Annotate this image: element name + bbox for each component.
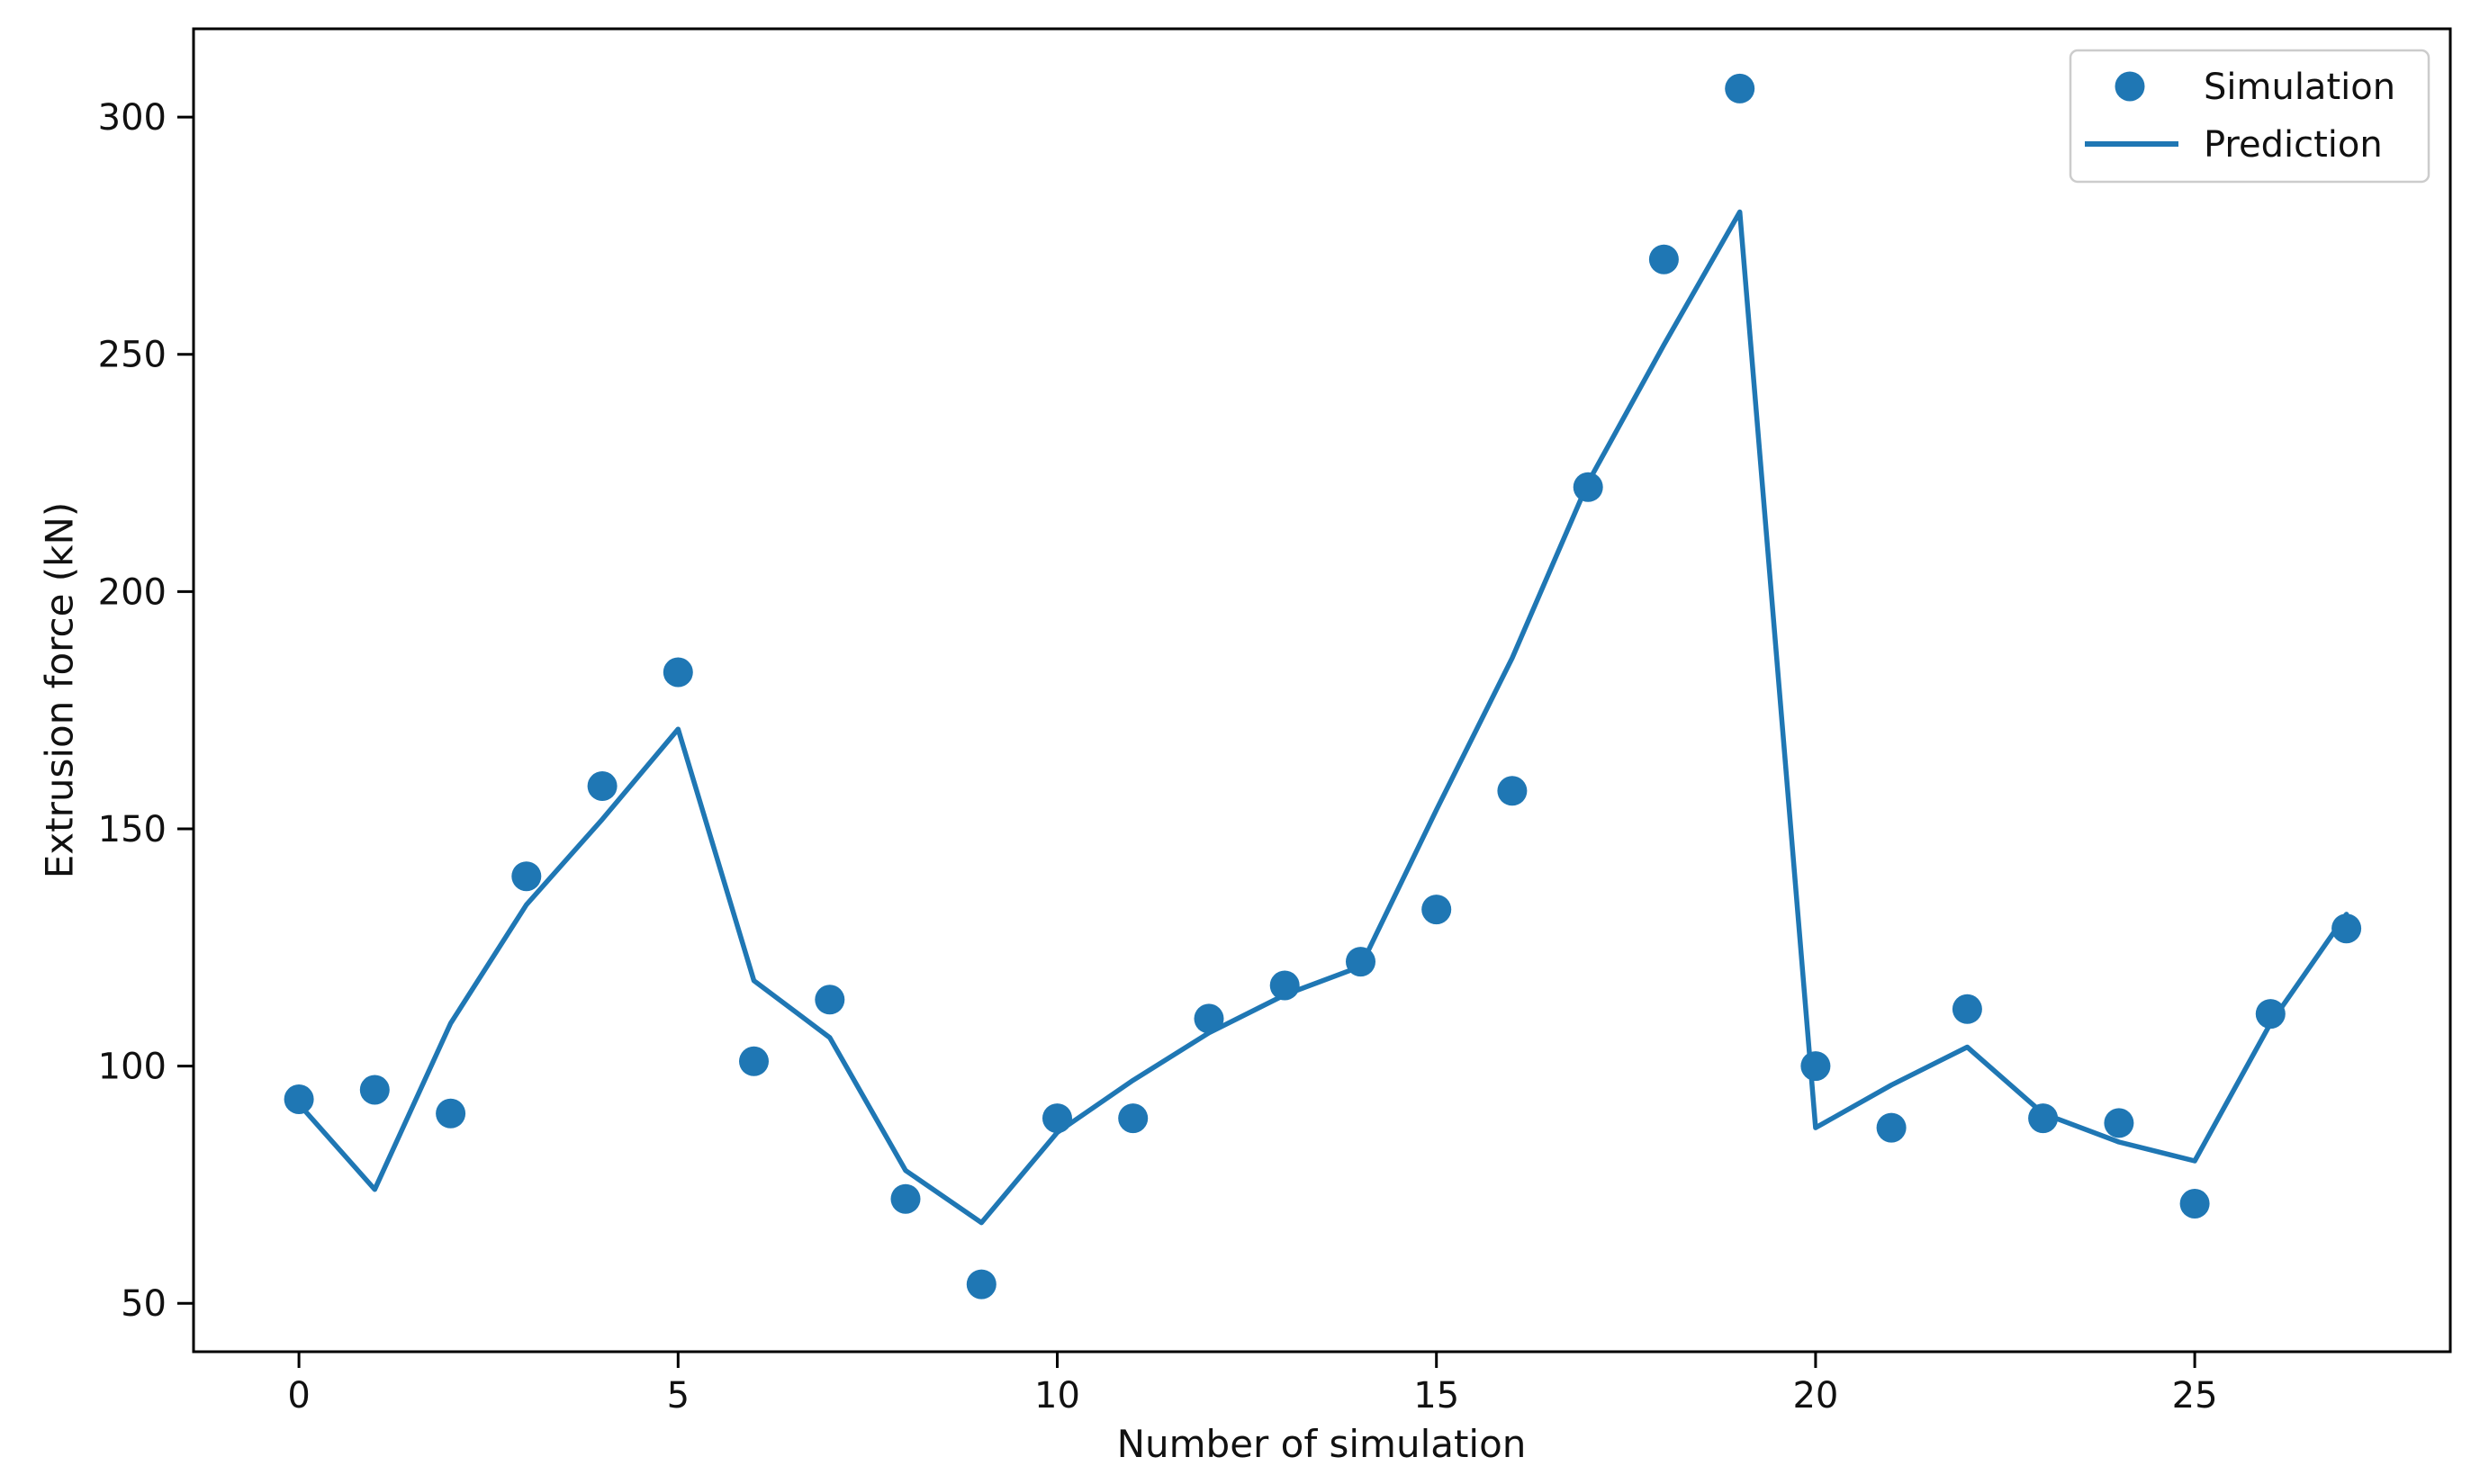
scatter-point xyxy=(2331,913,2362,944)
scatter-point xyxy=(436,1098,466,1129)
scatter-point xyxy=(587,771,618,801)
scatter-point xyxy=(1725,73,1755,103)
x-axis-title: Number of simulation xyxy=(1116,1422,1527,1466)
plot-spines xyxy=(192,27,2452,1354)
legend-dot-marker xyxy=(2115,71,2145,102)
x-tick-label: 20 xyxy=(1792,1375,1838,1417)
legend-box xyxy=(2069,49,2430,184)
scatter-point xyxy=(359,1075,390,1105)
x-tick-label: 25 xyxy=(2172,1375,2218,1417)
scatter-point xyxy=(815,985,845,1015)
y-axis-title: Extrusion force (kN) xyxy=(37,501,82,879)
scatter-point xyxy=(1346,947,1375,977)
scatter-point xyxy=(739,1046,769,1076)
legend-label-prediction: Prediction xyxy=(2204,124,2383,166)
scatter-point xyxy=(2104,1108,2134,1138)
scatter-point xyxy=(1800,1051,1831,1082)
scatter-point xyxy=(890,1183,921,1214)
scatter-point xyxy=(1118,1103,1149,1134)
scatter-point xyxy=(1421,895,1452,925)
y-tick-label: 50 xyxy=(121,1283,167,1325)
scatter-point xyxy=(1194,1003,1224,1034)
x-tick-label: 10 xyxy=(1034,1375,1080,1417)
scatter-point xyxy=(1042,1103,1072,1134)
y-tick-label: 150 xyxy=(98,809,167,850)
scatter-point xyxy=(511,861,542,892)
scatter-point xyxy=(663,657,693,688)
prediction-line xyxy=(296,209,2349,1226)
y-tick-label: 100 xyxy=(98,1047,167,1088)
scatter-point xyxy=(1269,970,1300,1001)
y-tick-label: 250 xyxy=(98,335,167,376)
scatter-point xyxy=(284,1084,314,1114)
scatter-point xyxy=(2028,1103,2059,1134)
scatter-point xyxy=(2179,1189,2210,1219)
scatter-series xyxy=(284,73,2362,1300)
x-tick-label: 0 xyxy=(287,1375,310,1417)
legend-label-simulation: Simulation xyxy=(2204,67,2395,108)
scatter-point xyxy=(966,1269,997,1300)
scatter-point xyxy=(1952,994,1982,1024)
scatter-point xyxy=(1648,244,1679,274)
scatter-point xyxy=(2255,999,2286,1030)
y-tick-label: 300 xyxy=(98,97,167,139)
y-tick-label: 200 xyxy=(98,571,167,613)
x-tick-label: 15 xyxy=(1413,1375,1459,1417)
scatter-point xyxy=(1497,776,1528,806)
x-tick-label: 5 xyxy=(667,1375,690,1417)
scatter-point xyxy=(1876,1112,1907,1143)
scatter-point xyxy=(1573,472,1603,502)
